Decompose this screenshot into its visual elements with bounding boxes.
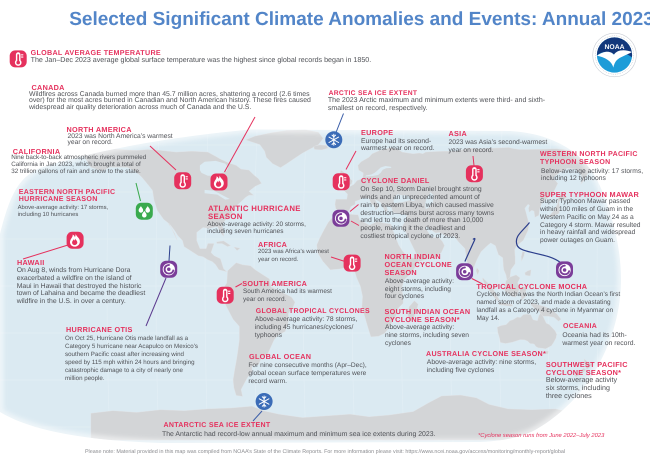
svg-text:NOAA: NOAA [604,44,624,51]
